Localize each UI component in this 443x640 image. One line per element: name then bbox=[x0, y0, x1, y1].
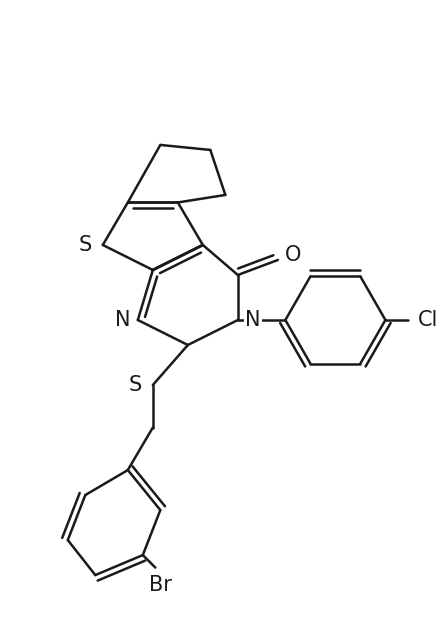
Text: N: N bbox=[245, 310, 260, 330]
Text: N: N bbox=[115, 310, 131, 330]
Text: Cl: Cl bbox=[418, 310, 438, 330]
Text: S: S bbox=[79, 235, 92, 255]
Text: S: S bbox=[129, 375, 142, 395]
Text: O: O bbox=[285, 245, 301, 265]
Text: Br: Br bbox=[149, 575, 172, 595]
